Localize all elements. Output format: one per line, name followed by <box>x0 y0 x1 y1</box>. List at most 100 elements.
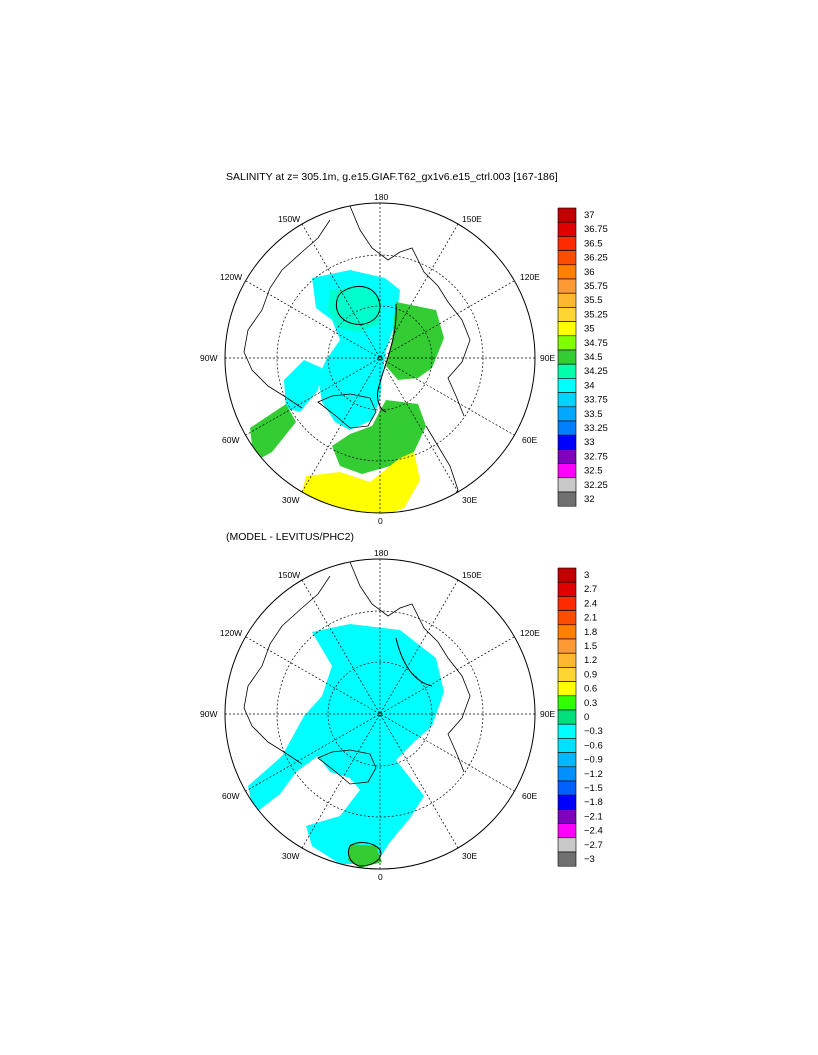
colorbar-label: 36.25 <box>584 253 608 264</box>
coastline-america <box>243 219 331 409</box>
colorbar-label: −1.8 <box>584 797 603 808</box>
colorbar-label: 34 <box>584 380 595 391</box>
map-border <box>224 202 536 514</box>
coastline-asia <box>349 205 471 417</box>
colorbar-swatch <box>557 780 577 796</box>
central-teal-blob <box>328 286 382 332</box>
colorbar-label: 32.5 <box>584 466 603 477</box>
colorbar-label: 35 <box>584 324 595 335</box>
lon-label-30e: 30E <box>462 495 477 505</box>
colorbar-label: 0 <box>584 712 589 723</box>
difference-coastline <box>349 561 471 773</box>
colorbar-swatch <box>557 596 577 611</box>
colorbar-swatch <box>557 709 577 725</box>
lon-label-60w: 60W <box>222 435 239 445</box>
colorbar-swatch <box>557 264 577 280</box>
lon-label-top: 180 <box>374 548 388 558</box>
colorbar-label: 34.25 <box>584 366 608 377</box>
colorbar-swatch <box>557 766 577 782</box>
lon-label-left: 90W <box>200 353 217 363</box>
lon-label-120w: 120W <box>220 272 242 282</box>
colorbar-swatch <box>557 221 577 237</box>
colorbar-label: 3 <box>584 570 589 581</box>
nordic-green-region <box>332 400 426 474</box>
colorbar-swatch <box>557 236 577 251</box>
colorbar-swatch <box>557 695 577 711</box>
colorbar-swatch <box>557 681 577 697</box>
lon-label-120w: 120W <box>220 628 242 638</box>
colorbar-label: 0.3 <box>584 698 597 709</box>
colorbar-label: 2.1 <box>584 613 597 624</box>
lon-label-top: 180 <box>374 192 388 202</box>
colorbar-label: −1.2 <box>584 769 603 780</box>
colorbar-label: −2.1 <box>584 811 603 822</box>
colorbar-swatch <box>557 207 577 223</box>
colorbar-swatch <box>557 406 577 422</box>
salinity-map: 180 0 90W 90E 150W 120W 150E 120E 60W 30… <box>200 192 555 526</box>
colorbar-label: 1.2 <box>584 655 597 666</box>
colorbar-swatch <box>557 434 577 450</box>
difference-coastline <box>243 575 331 765</box>
colorbar-swatch <box>557 652 577 668</box>
colorbar-label: 33.25 <box>584 423 608 434</box>
colorbar-swatch <box>557 610 577 626</box>
colorbar-swatch <box>557 363 577 379</box>
lon-label-left: 90W <box>200 709 217 719</box>
colorbar-label: 36 <box>584 267 595 278</box>
colorbar-swatch <box>557 738 577 753</box>
colorbar-swatch <box>557 477 577 493</box>
salinity-colorbar: 37 36.75 36.5 36.25 36 35.75 35.5 35.25 35 34.75 3… <box>557 207 608 507</box>
lon-label-right: 90E <box>540 709 555 719</box>
colorbar-label: −0.9 <box>584 755 603 766</box>
colorbar-label: 32.75 <box>584 451 608 462</box>
graticule <box>225 203 535 513</box>
colorbar-label: −3 <box>584 854 595 865</box>
atlantic-yellow-region <box>300 452 420 513</box>
colorbar-swatch <box>557 667 577 682</box>
lon-label-60e: 60E <box>522 791 537 801</box>
greenland-small-green <box>348 844 382 868</box>
colorbar-label: 0.6 <box>584 684 597 695</box>
contour-line <box>377 303 397 413</box>
lon-label-150e: 150E <box>462 570 482 580</box>
colorbar-label: 32.25 <box>584 480 608 491</box>
colorbar-label: 2.4 <box>584 598 597 609</box>
colorbar-label: 35.5 <box>584 295 603 306</box>
colorbar-swatch <box>557 823 577 839</box>
difference-contour <box>395 637 433 687</box>
colorbar-swatch <box>557 335 577 351</box>
lon-label-150w: 150W <box>278 570 300 580</box>
baffin-cyan-strip <box>284 360 322 412</box>
difference-contour <box>347 842 382 867</box>
colorbar-label: 36.75 <box>584 224 608 235</box>
colorbar-swatch <box>557 449 577 464</box>
colorbar-swatch <box>557 278 577 294</box>
lon-label-bottom: 0 <box>378 516 383 526</box>
colorbar-swatch <box>557 638 577 654</box>
colorbar-swatch <box>557 809 577 824</box>
colorbar-swatch <box>557 349 577 365</box>
colorbar-label: 34.5 <box>584 352 603 363</box>
difference-colorbar: 3 2.7 2.4 2.1 1.8 1.5 1.2 0.9 0.6 0.3 0 −0.3 −0.6 −0.… <box>557 567 603 867</box>
eurasian-green-region <box>386 302 444 380</box>
colorbar-label: 33.5 <box>584 409 603 420</box>
lon-label-30w: 30W <box>282 495 299 505</box>
lon-label-right: 90E <box>540 353 555 363</box>
arctic-difference-cyan <box>248 624 444 864</box>
colorbar-swatch <box>557 463 577 479</box>
colorbar-label: 36.5 <box>584 238 603 249</box>
colorbar-label: 35.75 <box>584 281 608 292</box>
colorbar-label: 33.75 <box>584 395 608 406</box>
colorbar-swatch <box>557 837 577 853</box>
colorbar-swatch <box>557 392 577 408</box>
colorbar-swatch <box>557 581 577 597</box>
contour-line <box>335 286 381 325</box>
colorbar-label: 37 <box>584 210 595 221</box>
colorbar-label: −2.7 <box>584 840 603 851</box>
graticule <box>225 559 535 869</box>
colorbar-swatch <box>557 752 577 768</box>
colorbar-label: 2.7 <box>584 584 597 595</box>
colorbar-swatch <box>557 420 577 436</box>
lon-label-30w: 30W <box>282 851 299 861</box>
difference-coastline <box>317 749 377 785</box>
